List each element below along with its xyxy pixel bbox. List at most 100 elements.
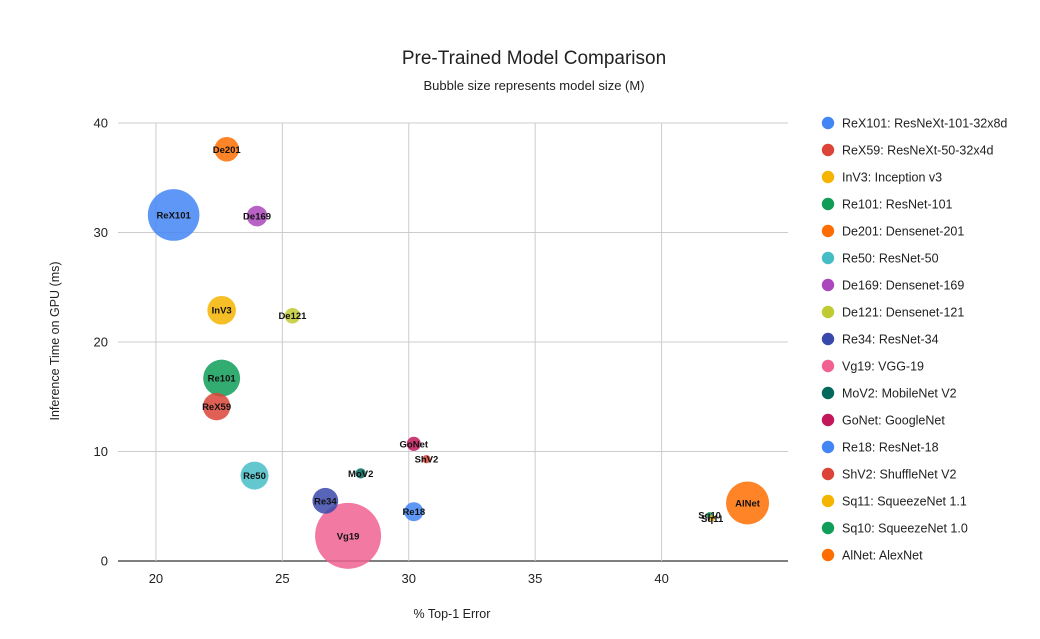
legend-label: MoV2: MobileNet V2 [842,387,957,401]
legend-item[interactable]: De201: Densenet-201 [821,224,965,239]
legend-marker [821,494,835,508]
x-tick-label: 30 [402,571,416,586]
y-tick-label: 20 [94,335,108,350]
legend-label: Sq10: SqueezeNet 1.0 [842,522,968,536]
bubble-re34 [312,487,339,514]
legend-item[interactable]: InV3: Inception v3 [821,170,942,185]
x-tick-label: 20 [149,571,163,586]
legend-item[interactable]: Re101: ResNet-101 [821,198,953,212]
bubble-label-gonet: GoNet [400,439,429,450]
legend-item[interactable]: De121: Densenet-121 [821,305,965,320]
legend-marker [821,278,835,292]
legend-marker [821,332,835,346]
bubble-label-vg19: Vg19 [337,531,360,542]
bubble-vg19 [315,502,382,569]
chart-subtitle: Bubble size represents model size (M) [423,78,644,93]
bubble-label-alnet: AlNet [735,498,761,509]
bubble-label-de121: De121 [278,311,307,322]
legend-label: Re34: ResNet-34 [842,333,939,347]
legend-label: Re18: ResNet-18 [842,441,939,455]
legend-label: Re50: ResNet-50 [842,252,939,266]
bubble-de201 [214,136,240,162]
bubble-label-sq11: Sq11 [701,514,724,525]
legend-item[interactable]: Re18: ResNet-18 [821,440,939,455]
bubble-label-inv3: InV3 [212,306,232,317]
gridlines [118,122,788,562]
legend-label: ShV2: ShuffleNet V2 [842,468,956,482]
bubble-alnet [726,481,770,525]
x-tick-label: 40 [654,571,668,586]
bubble-label-re101: Re101 [208,374,237,385]
legend-item[interactable]: Sq11: SqueezeNet 1.1 [821,494,967,509]
bubble-de121 [284,307,301,324]
legend-marker [821,521,835,535]
legend-label: De201: Densenet-201 [842,225,964,239]
legend-item[interactable]: ReX59: ResNeXt-50-32x4d [821,144,994,158]
legend-item[interactable]: Re34: ResNet-34 [821,332,939,347]
bubble-shv2 [422,454,431,464]
legend-item[interactable]: De169: Densenet-169 [821,278,965,293]
bubble-rex101 [147,189,200,241]
legend-item[interactable]: Sq10: SqueezeNet 1.0 [821,521,968,536]
bubble-label-sq10: Sq10 [698,511,721,522]
legend-marker [821,116,835,130]
bubble-labels: ReX101 ReX59 InV3 Re101 De201 Re50 De169 De121 R… [156,145,760,543]
legend-label: ReX101: ResNeXt-101-32x8d [842,117,1007,131]
y-tick-label: 0 [101,554,108,569]
x-axis-title: % Top-1 Error [414,607,491,621]
y-axis-title: Inference Time on GPU (ms) [48,261,62,420]
bubble-label-de201: De201 [213,145,242,156]
legend-marker [821,440,835,454]
legend-item[interactable]: AlNet: AlexNet [821,548,923,563]
legend-item[interactable]: GoNet: GoogleNet [821,413,946,428]
legend-marker [821,467,835,481]
bubble-re101 [203,359,241,397]
legend-marker [821,305,835,319]
legend-marker [821,170,835,184]
y-tick-label: 10 [94,444,108,459]
bubble-label-de169: De169 [243,212,271,223]
legend-item[interactable]: MoV2: MobileNet V2 [821,386,957,401]
legend-item[interactable]: Re50: ResNet-50 [821,251,939,266]
legend-marker [821,224,835,238]
legend-marker [821,413,835,427]
bubble-label-rex59: ReX59 [202,402,231,413]
bubble-mov2 [355,468,366,479]
bubble-inv3 [207,295,236,325]
bubble-label-shv2: ShV2 [415,455,439,466]
legend-item[interactable]: Vg19: VGG-19 [821,359,924,374]
bubble-sq11 [709,515,716,522]
legend-item[interactable]: ReX101: ResNeXt-101-32x8d [821,116,1008,131]
bubbles [147,136,770,569]
y-tick-label: 30 [94,225,108,240]
y-tick-label: 40 [94,116,108,131]
bubble-rex59 [202,392,231,421]
legend-label: Vg19: VGG-19 [842,360,924,374]
bubble-label-re18: Re18 [402,507,425,518]
legend-marker [821,548,835,562]
legend-marker [821,251,835,265]
bubble-re50 [240,461,269,490]
bubble-label-rex101: ReX101 [156,210,191,221]
x-axis-ticks: 20 25 30 35 40 [149,571,669,586]
bubble-gonet [406,436,421,451]
legend-label: De121: Densenet-121 [842,306,964,320]
legend-label: De169: Densenet-169 [842,279,964,293]
bubble-label-re50: Re50 [243,471,266,482]
bubble-label-re34: Re34 [314,496,337,507]
legend-item[interactable]: ShV2: ShuffleNet V2 [821,467,957,482]
legend-label: GoNet: GoogleNet [842,414,945,428]
bubble-label-mov2: MoV2 [348,469,373,480]
legend-label: Re101: ResNet-101 [842,198,953,212]
legend: ReX101: ResNeXt-101-32x8d ReX59: ResNeXt-… [821,116,1008,563]
legend-label: Sq11: SqueezeNet 1.1 [842,495,967,509]
legend-marker [821,386,835,400]
legend-label: AlNet: AlexNet [842,549,923,563]
y-axis-ticks: 0 10 20 30 40 [94,116,108,569]
bubble-de169 [246,205,268,227]
x-tick-label: 35 [528,571,542,586]
legend-marker [821,359,835,373]
chart-title: Pre-Trained Model Comparison [402,48,666,69]
bubble-re18 [404,502,424,522]
